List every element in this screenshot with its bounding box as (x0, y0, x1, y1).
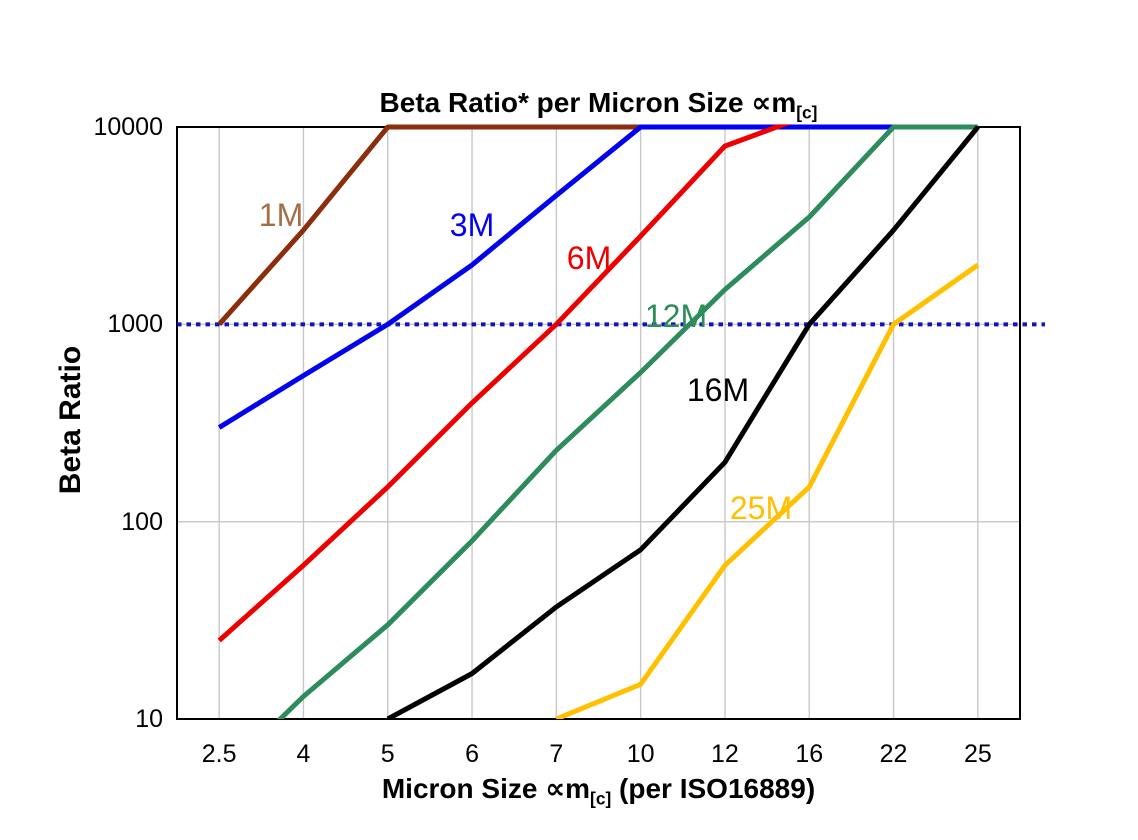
series-label-25M: 25M (729, 490, 793, 526)
chart-title-text: Beta Ratio* per Micron Size ∝m (379, 87, 797, 118)
x-tick-label-12: 12 (711, 740, 739, 768)
chart-title: Beta Ratio* per Micron Size ∝m[c] (177, 86, 1020, 123)
series-label-3M: 3M (449, 207, 495, 243)
series-line-25M (555, 262, 980, 719)
y-tick-label-10: 10 (135, 705, 163, 733)
x-tick-label-22: 22 (879, 740, 908, 768)
x-tick-label-7: 7 (549, 740, 564, 768)
series-label-12M: 12M (644, 298, 708, 334)
y-tick-label-100: 100 (121, 507, 163, 536)
x-axis-title-text: Micron Size ∝m (381, 773, 591, 804)
series-line-12M (276, 124, 978, 719)
x-tick-label-2.5: 2.5 (201, 740, 237, 768)
x-tick-label-4: 4 (296, 740, 311, 768)
series-line-16M (386, 125, 980, 719)
series-label-6M: 6M (566, 240, 612, 276)
series-label-1M: 1M (258, 197, 304, 233)
x-tick-label-5: 5 (380, 740, 395, 768)
y-tick-label-1000: 1000 (107, 310, 163, 339)
x-tick-label-25: 25 (963, 740, 992, 768)
x-tick-label-16: 16 (795, 740, 824, 768)
x-axis-title-suffix: (per ISO16889) (611, 773, 816, 804)
series-line-6M (217, 124, 792, 643)
x-axis-title-subscript: [c] (590, 788, 612, 809)
series-line-1M (217, 124, 641, 326)
y-axis-title: Beta Ratio (54, 345, 87, 495)
x-tick-label-6: 6 (465, 740, 479, 768)
series-label-16M: 16M (686, 372, 750, 408)
y-tick-label-10000: 10000 (93, 113, 163, 141)
x-axis-title: Micron Size ∝m[c] (per ISO16889) (177, 772, 1020, 809)
x-tick-label-10: 10 (626, 740, 655, 768)
chart-title-subscript: [c] (796, 102, 818, 123)
